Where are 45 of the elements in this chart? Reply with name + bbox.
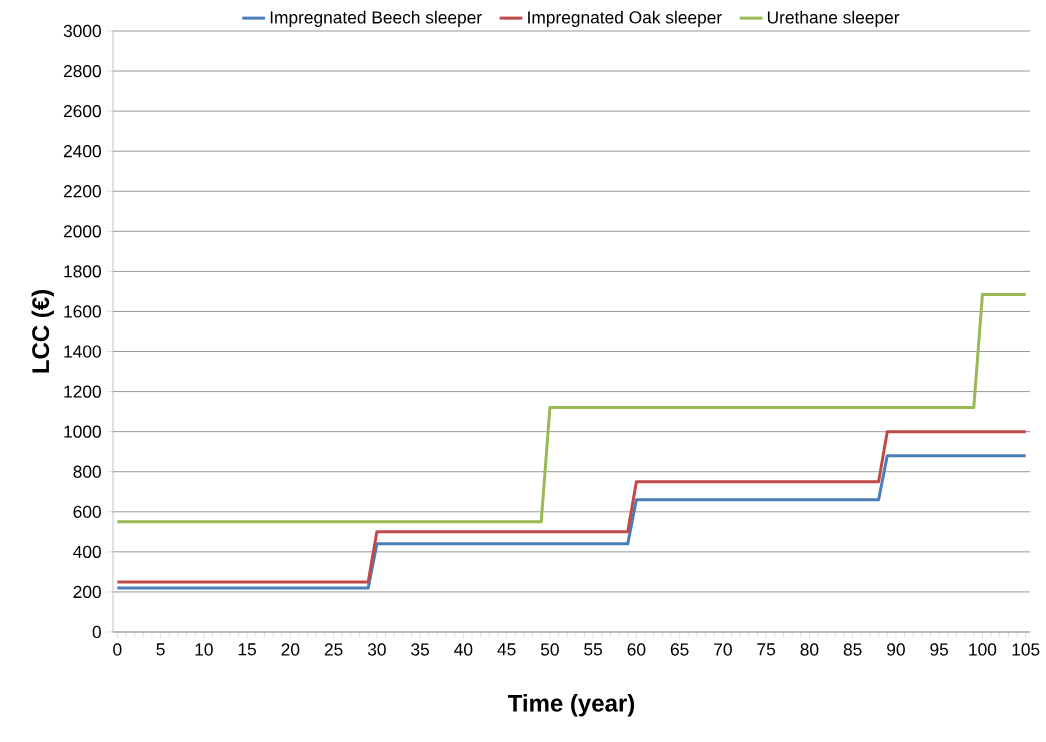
- x-axis-title: Time (year): [507, 694, 635, 717]
- y-tick-label: 1600: [64, 305, 101, 318]
- y-tick-label: 2200: [63, 185, 101, 198]
- y-tick-label: 1000: [64, 425, 101, 438]
- y-tick-label: 1400: [64, 345, 101, 358]
- y-tick-label: 2600: [63, 104, 101, 118]
- x-tick-label: 50: [540, 643, 559, 656]
- line-series: [115, 454, 1028, 590]
- x-tick-label: 55: [584, 643, 603, 656]
- x-tick-label: 40: [454, 643, 473, 656]
- x-tick-label: 35: [411, 643, 430, 656]
- y-tick-label: 1800: [64, 265, 101, 278]
- legend-label: Impregnated Oak sleeper: [528, 10, 722, 27]
- x-tick-label: 10: [195, 643, 213, 656]
- y-tick-label: 0: [92, 625, 101, 639]
- y-tick-label: 2800: [63, 64, 101, 78]
- y-tick-label: 800: [73, 465, 101, 478]
- line-series: [115, 430, 1028, 584]
- y-tick-label: 2000: [63, 225, 101, 238]
- x-tick-label: 60: [627, 643, 646, 656]
- x-tick-label: 85: [843, 643, 862, 656]
- x-tick-label: 45: [497, 643, 516, 656]
- x-tick-label: 15: [238, 643, 256, 656]
- x-tick-label: 105: [1012, 643, 1040, 656]
- x-tick-label: 0: [113, 643, 122, 656]
- x-tick-label: 75: [757, 643, 776, 656]
- y-tick-label: 600: [73, 505, 101, 518]
- legend-label: Urethane sleeper: [767, 10, 900, 27]
- x-tick-label: 90: [887, 643, 905, 656]
- y-tick-label: 3000: [63, 24, 101, 38]
- x-tick-label: 100: [969, 643, 997, 656]
- y-tick-label: 2400: [63, 145, 101, 158]
- x-tick-label: 30: [367, 643, 386, 656]
- x-tick-label: 20: [281, 643, 300, 656]
- x-tick-label: 5: [156, 643, 165, 656]
- x-tick-label: 80: [800, 643, 819, 656]
- x-tick-label: 95: [930, 643, 949, 656]
- y-tick-label: 200: [73, 585, 101, 599]
- x-tick-label: 25: [324, 643, 343, 656]
- y-tick-label: 400: [73, 545, 101, 558]
- x-tick-label: 65: [670, 643, 689, 656]
- y-tick-label: 1200: [64, 385, 101, 398]
- legend-label: Impregnated Beech sleeper: [270, 10, 482, 27]
- x-tick-label: 70: [714, 643, 732, 656]
- y-axis-title: LCC (€): [31, 290, 54, 373]
